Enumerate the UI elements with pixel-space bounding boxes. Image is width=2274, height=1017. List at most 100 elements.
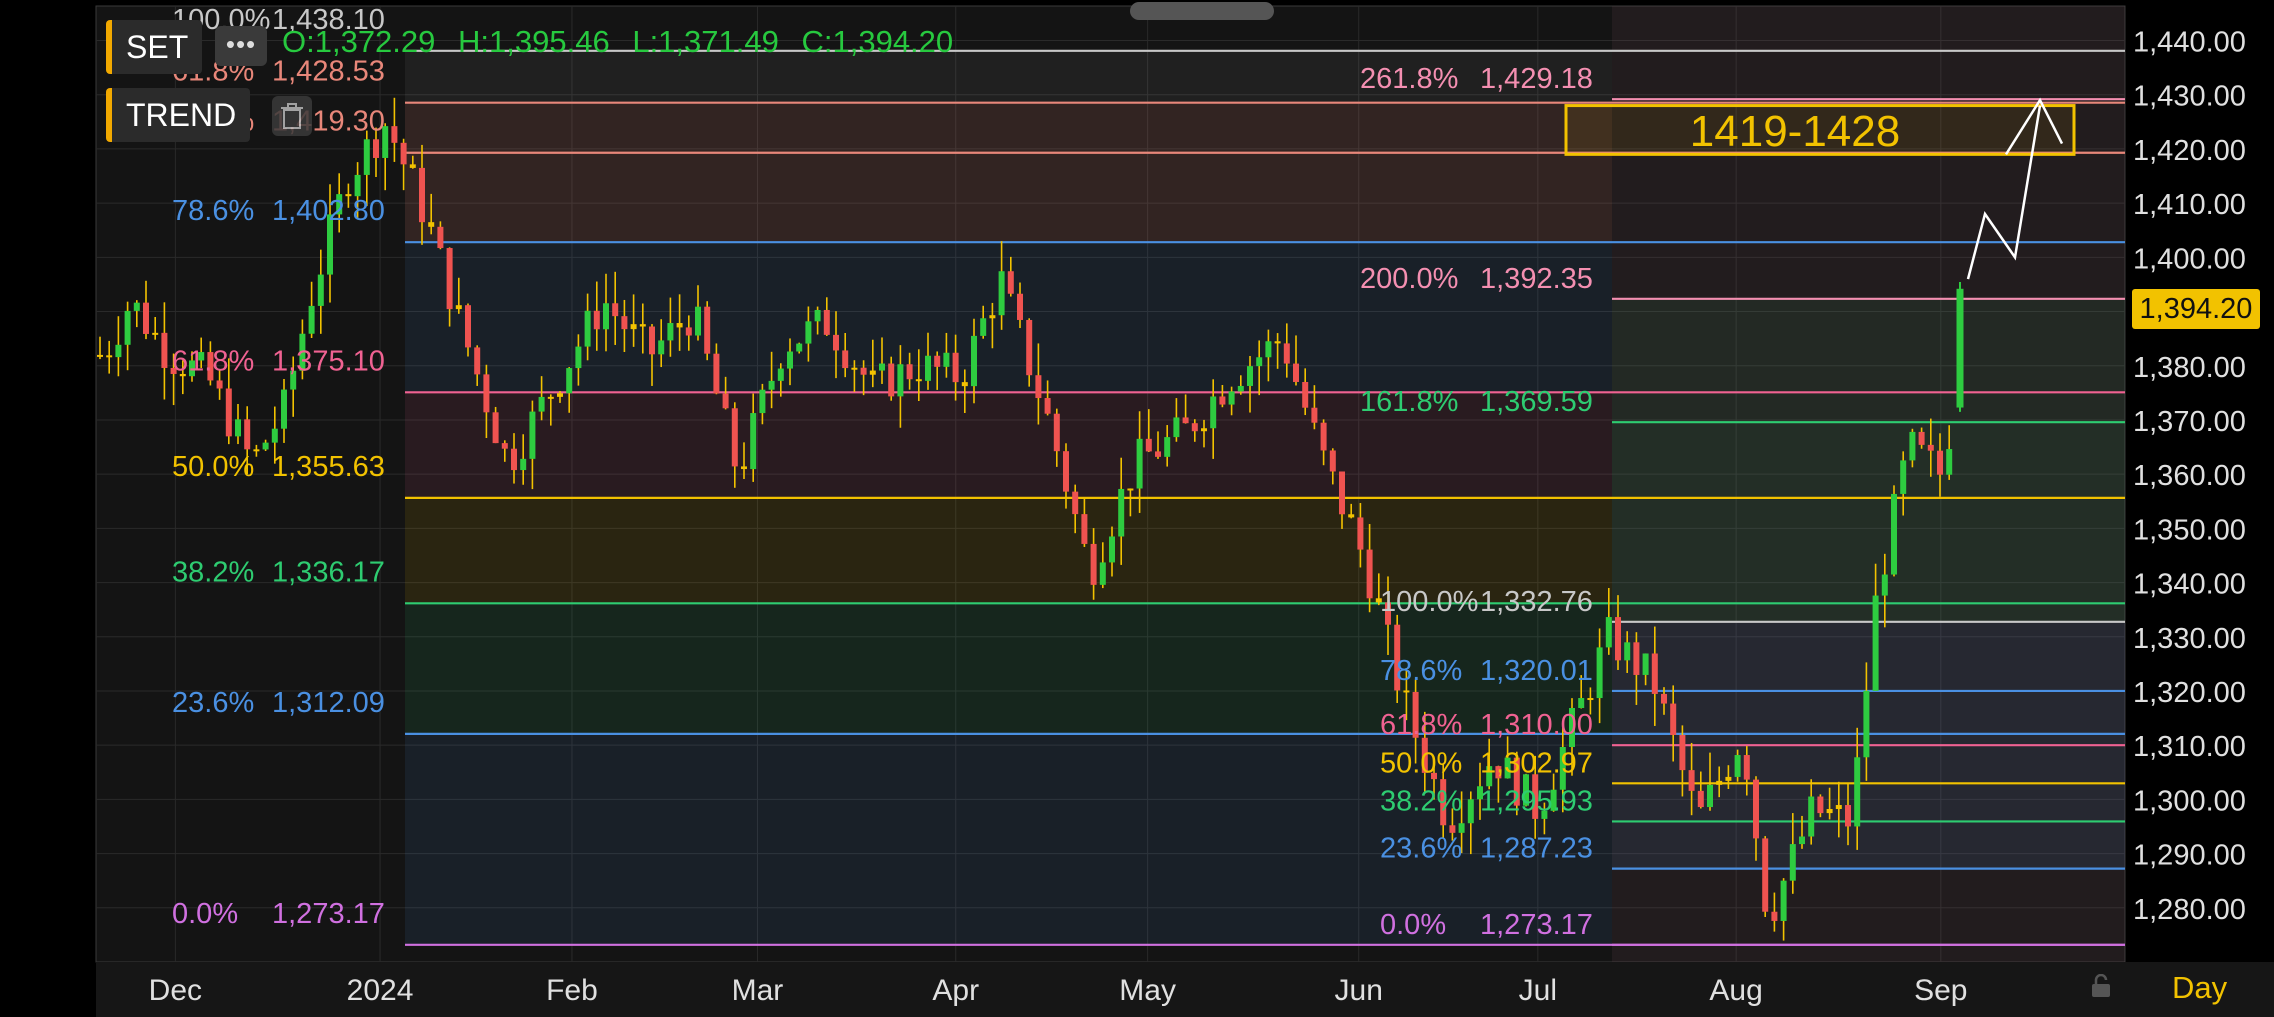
candle-body <box>1670 703 1677 735</box>
candle-body <box>1486 766 1493 787</box>
last-price-tag: 1,394.20 <box>2132 289 2260 329</box>
fib-ext-pct-label: 161.8% <box>1360 386 1458 418</box>
candle-body <box>1642 653 1649 675</box>
y-tick-label: 1,290.00 <box>2133 840 2246 872</box>
candle-body <box>446 248 453 310</box>
candle-body <box>1661 693 1667 704</box>
x-tick-label: Jun <box>1335 974 1383 1007</box>
target-box[interactable] <box>1564 104 2076 156</box>
y-tick-label: 1,380.00 <box>2133 352 2246 384</box>
fib-zone <box>405 50 1612 103</box>
candle-body <box>235 419 241 437</box>
fib-ext-value-label: 1,429.18 <box>1480 63 1593 95</box>
candle-body <box>281 389 287 429</box>
candle-body <box>1605 617 1612 648</box>
candle-body <box>97 354 103 357</box>
candle-body <box>299 333 306 371</box>
candle-body <box>925 355 931 381</box>
candle-body <box>1182 417 1189 424</box>
candle-body <box>1348 514 1355 518</box>
candle-body <box>915 379 922 382</box>
candle-body <box>474 347 481 375</box>
drag-handle[interactable] <box>1130 2 1274 20</box>
candle-body <box>106 355 113 358</box>
candle-body <box>1274 341 1281 344</box>
candle-body <box>1155 451 1161 457</box>
candle-body <box>143 302 149 334</box>
fib-zone <box>405 603 1612 734</box>
fib-pct-label: 61.8% <box>172 345 254 377</box>
candle-body <box>897 364 904 397</box>
candle-body <box>1523 774 1529 806</box>
candle-body <box>685 327 692 336</box>
fib2-value-label: 1,273.17 <box>1480 909 1593 941</box>
candle-body <box>566 368 573 394</box>
study-tag[interactable]: TREND <box>106 88 251 142</box>
candle-body <box>1615 617 1621 661</box>
candle-body <box>179 373 186 377</box>
candle-body <box>1458 823 1465 833</box>
y-tick-label: 1,410.00 <box>2133 189 2246 221</box>
y-tick-label: 1,280.00 <box>2133 894 2246 926</box>
y-tick-label: 1,420.00 <box>2133 135 2246 167</box>
candle-body <box>1339 471 1345 515</box>
candle-body <box>244 419 251 450</box>
candle-body <box>1651 653 1658 694</box>
candle-body <box>1467 799 1474 824</box>
candle-body <box>1210 396 1217 429</box>
candle-body <box>1440 779 1447 826</box>
more-options-button[interactable]: ••• <box>215 26 267 66</box>
candle-body <box>750 413 757 470</box>
timeframe-label[interactable]: Day <box>2172 970 2228 1005</box>
candle-body <box>1256 357 1263 367</box>
symbol-tag[interactable]: SET <box>106 20 203 74</box>
candle-body <box>1090 543 1097 585</box>
candle-body <box>639 324 646 327</box>
candle-body <box>465 305 471 348</box>
candle-body <box>409 164 416 168</box>
candle-body <box>354 174 361 197</box>
y-tick-label: 1,440.00 <box>2133 27 2246 59</box>
ohlc-high: H:1,395.46 <box>458 24 610 59</box>
fib-ext-value-label: 1,392.35 <box>1480 263 1593 295</box>
candle-body <box>363 139 370 175</box>
lock-icon[interactable] <box>2090 974 2112 998</box>
y-tick-label: 1,340.00 <box>2133 569 2246 601</box>
candle-body <box>152 332 159 335</box>
fib2-pct-label: 0.0% <box>1380 909 1446 941</box>
candle-body <box>1817 796 1824 814</box>
fib-value-label: 1,402.80 <box>272 195 385 227</box>
candle-body <box>1624 642 1631 661</box>
fib-zone <box>405 497 1612 604</box>
delete-study-button[interactable] <box>272 96 312 136</box>
candle-body <box>1293 363 1299 382</box>
candle-body <box>777 368 784 381</box>
candle-body <box>1357 517 1364 550</box>
candle-body <box>787 351 793 369</box>
x-tick-label: May <box>1119 974 1176 1007</box>
candle-body <box>1375 598 1382 603</box>
candle-body <box>1311 407 1318 423</box>
ohlc-open: O:1,372.29 <box>282 24 436 59</box>
candle-body <box>1302 381 1309 408</box>
candle-body <box>1725 776 1732 781</box>
candle-body <box>1826 809 1833 814</box>
candle-body <box>1753 779 1759 839</box>
candle-body <box>1578 698 1585 709</box>
candle-body <box>1716 780 1723 785</box>
candle-body <box>1789 844 1796 881</box>
candle-body <box>1431 772 1437 780</box>
candle-body <box>1385 602 1391 625</box>
fib2-pct-label: 38.2% <box>1380 785 1462 817</box>
candle-body <box>1771 911 1778 921</box>
y-tick-label: 1,430.00 <box>2133 81 2246 113</box>
candle-body <box>888 363 895 397</box>
candle-body <box>1394 624 1401 691</box>
projection-arrow[interactable] <box>1966 105 2042 280</box>
candle-body <box>1136 438 1143 489</box>
fib2-value-label: 1,310.00 <box>1480 709 1593 741</box>
fib2-value-label: 1,302.97 <box>1480 747 1593 779</box>
fib-zone <box>405 733 1612 945</box>
candle-body <box>731 408 738 467</box>
